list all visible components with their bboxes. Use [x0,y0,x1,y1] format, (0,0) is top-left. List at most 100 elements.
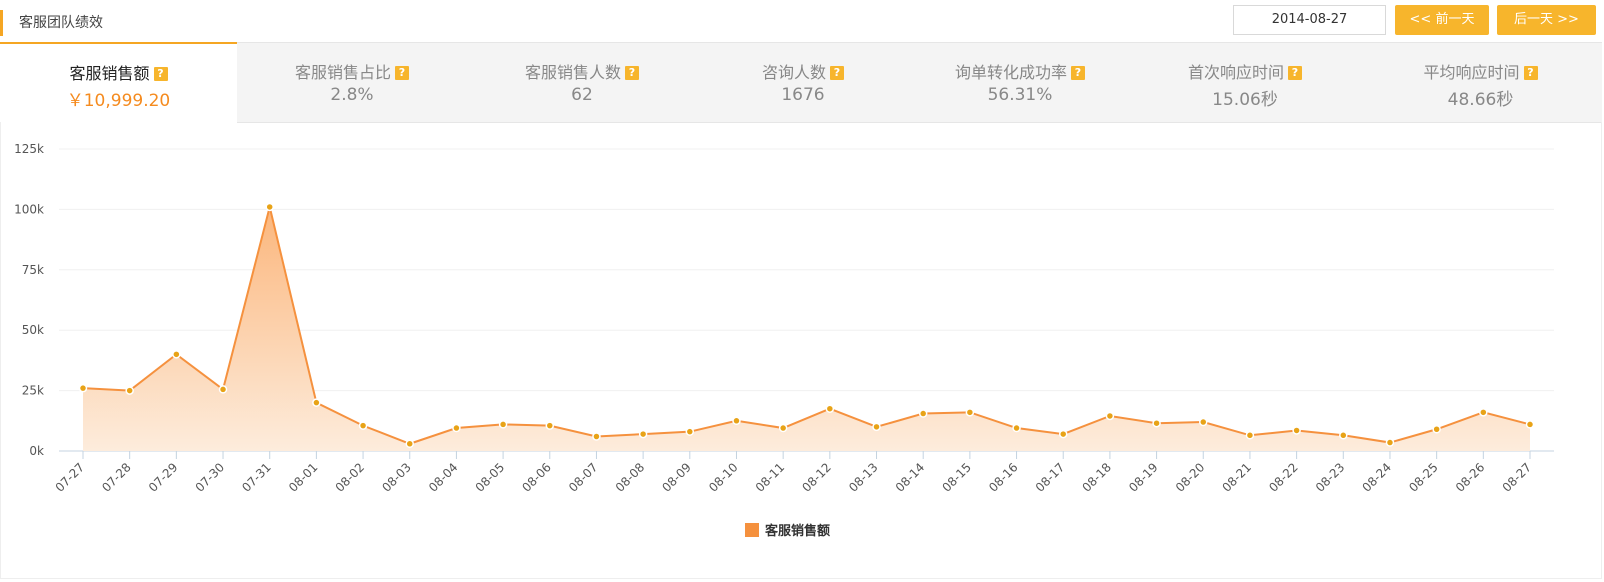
x-tick-label: 07-31 [239,460,274,495]
tab-inquiry-count[interactable]: 咨询人数? 1676 [697,43,909,122]
date-input[interactable]: 2014-08-27 [1233,5,1386,35]
tab-value: 62 [571,85,593,105]
header: 客服团队绩效 2014-08-27 << 前一天 后一天 >> [0,0,1604,42]
tab-value: 56.31% [987,85,1053,105]
x-tick-label: 08-07 [566,460,601,495]
x-tick-label: 08-25 [1406,460,1441,495]
series-line [82,206,1531,445]
tab-value: 15.06秒 [1212,90,1278,110]
data-point [1245,431,1255,440]
x-tick-label: 08-24 [1360,460,1395,495]
x-tick-label: 08-08 [613,460,648,495]
data-point [778,423,788,433]
x-tick-label: 08-05 [473,460,508,495]
x-tick-label: 07-27 [53,460,88,495]
x-tick-label: 08-17 [1033,460,1068,495]
data-point [1058,429,1068,439]
tab-first-response[interactable]: 首次响应时间? 15.06秒 [1131,43,1359,122]
data-point [358,421,368,430]
page-title: 客服团队绩效 [0,10,103,36]
x-tick-label: 08-13 [846,460,881,495]
sales-area-chart: 0k 25k 50k 75k 100k 125k 07-27 07-28 07-29 07-30 0… [14,142,1554,539]
tab-value: 48.66秒 [1447,90,1514,110]
tab-avg-response[interactable]: 平均响应时间? 48.66秒 [1359,43,1602,122]
x-tick-label: 08-01 [286,460,321,495]
help-icon[interactable]: ? [395,66,409,80]
x-tick-label: 08-10 [706,460,741,495]
x-tick-label: 08-19 [1126,460,1161,495]
data-point [218,385,228,394]
data-point [592,432,601,441]
x-tick-label: 08-04 [426,460,461,495]
x-tick-label: 08-18 [1079,460,1114,495]
next-day-button[interactable]: 后一天 >> [1497,5,1596,35]
x-tick-label: 08-14 [893,460,928,495]
x-tick-label: 07-30 [193,460,228,495]
data-point [1105,411,1115,421]
data-point [1199,417,1208,427]
tab-sales-amount[interactable]: 客服销售额? ￥10,999.20 [0,42,237,125]
tab-value: ￥10,999.20 [66,91,171,111]
x-tick-label: 08-09 [659,460,694,495]
legend-label: 客服销售额 [765,523,830,539]
x-tick-label: 07-29 [146,460,181,495]
data-point [1152,418,1161,428]
data-point [918,409,928,418]
x-tick-label: 08-21 [1219,460,1254,495]
metric-tabs: 客服销售额? ￥10,999.20 客服销售占比? 2.8% 客服销售人数? 6… [0,42,1602,125]
data-point [265,202,274,212]
help-icon[interactable]: ? [625,66,639,80]
data-point [452,423,461,433]
x-tick-label: 08-22 [1266,460,1301,495]
tab-label: 平均响应时间 [1423,63,1520,82]
tab-sales-people[interactable]: 客服销售人数? 62 [467,43,697,122]
chart-container: 0k 25k 50k 75k 100k 125k 07-27 07-28 07-29 07-30 0… [0,122,1602,579]
data-point [78,383,88,393]
data-point [1385,438,1395,447]
data-point [498,420,508,429]
data-point [732,416,741,426]
data-point [545,421,555,430]
data-point [172,350,181,359]
help-icon[interactable]: ? [830,66,844,80]
x-tick-label: 08-12 [799,460,834,495]
data-point [685,427,695,436]
tab-label: 客服销售占比 [294,63,391,82]
y-tick-label: 25k [22,384,44,398]
tab-label: 客服销售额 [69,64,150,83]
tab-conversion-rate[interactable]: 询单转化成功率? 56.31% [909,43,1131,122]
data-point [872,422,881,432]
help-icon[interactable]: ? [1288,66,1302,80]
help-icon[interactable]: ? [1523,66,1538,80]
data-point [965,408,975,417]
data-point [1525,420,1535,429]
help-icon[interactable]: ? [153,67,168,81]
y-tick-label: 75k [22,263,44,277]
data-point [1292,426,1301,435]
tab-label: 咨询人数 [761,63,826,82]
help-icon[interactable]: ? [1071,66,1085,80]
tab-sales-ratio[interactable]: 客服销售占比? 2.8% [237,43,467,122]
y-tick-label: 0k [29,444,44,458]
legend-swatch [745,523,759,537]
data-point [312,398,321,407]
data-point [1339,431,1348,440]
data-point [1479,408,1488,417]
x-tick-label: 07-28 [99,460,134,495]
x-tick-label: 08-23 [1313,460,1348,495]
y-tick-label: 100k [14,202,44,216]
x-tick-label: 08-06 [519,460,554,495]
x-tick-label: 08-16 [986,460,1021,495]
y-tick-label: 50k [22,323,44,337]
data-point [638,429,648,439]
x-tick-label: 08-27 [1500,460,1535,495]
data-point [405,439,414,449]
tab-label: 首次响应时间 [1187,63,1284,82]
x-tick-label: 08-15 [939,460,974,495]
prev-day-button[interactable]: << 前一天 [1395,5,1489,35]
data-point [1012,423,1021,433]
y-tick-label: 125k [14,142,44,156]
x-tick-label: 08-26 [1453,460,1488,495]
tab-label: 询单转化成功率 [954,63,1067,82]
series-area [83,206,1530,451]
